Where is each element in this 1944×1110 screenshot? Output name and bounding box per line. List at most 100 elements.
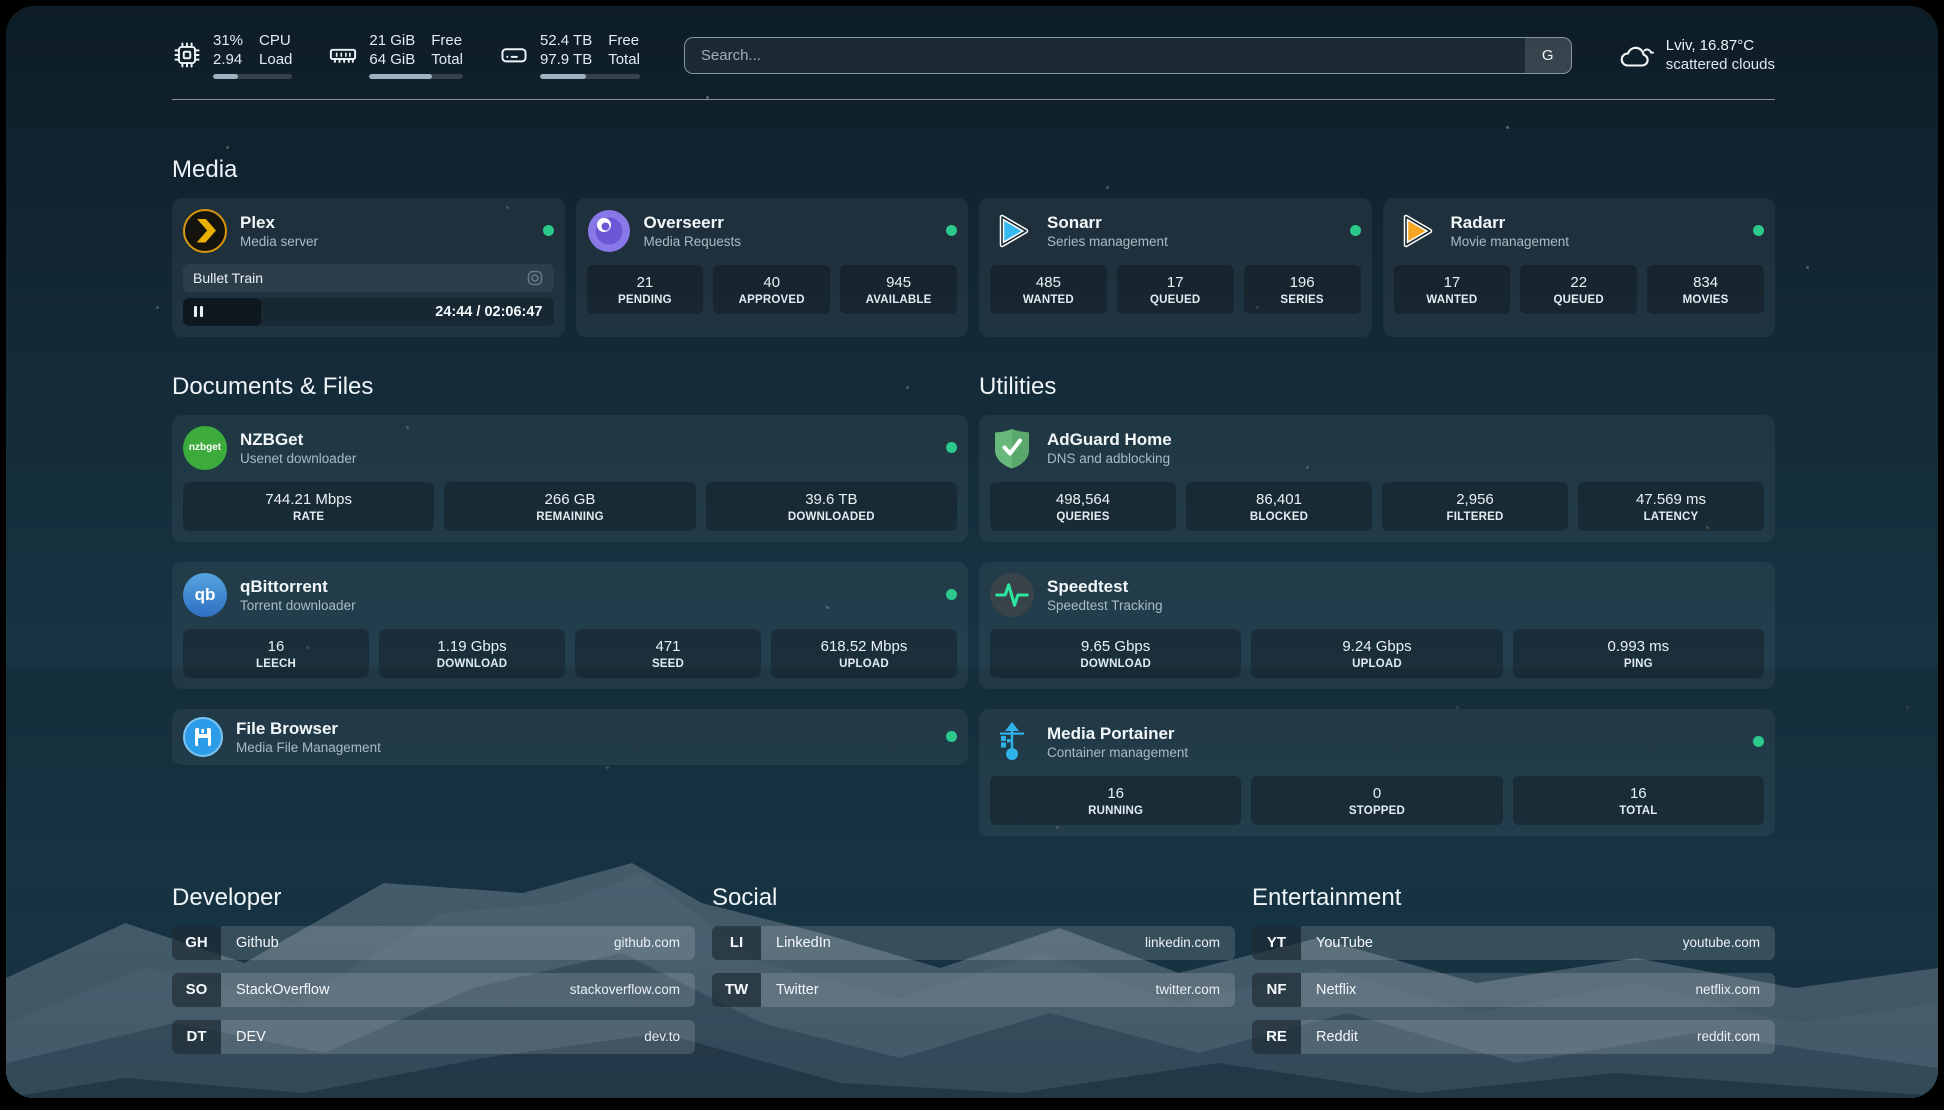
bookmark-abbr: YT [1252, 926, 1301, 960]
radarr-link[interactable]: Radarr Movie management [1394, 209, 1765, 253]
service-name: Media Portainer [1047, 724, 1188, 744]
speedtest-card: Speedtest Speedtest Tracking 9.65 Gbps D… [979, 562, 1775, 689]
adguard-link[interactable]: AdGuard Home DNS and adblocking [990, 426, 1764, 470]
portainer-card: Media Portainer Container management 16 … [979, 709, 1775, 836]
overseerr-card: Overseerr Media Requests 21 PENDING 40 A… [576, 198, 969, 337]
documents-column: Documents & Files nzbget NZBGet Usenet d… [172, 373, 968, 765]
section-title-developer: Developer [172, 884, 695, 912]
sonarr-stats: 485 WANTED 17 QUEUED 196 SERIES [990, 265, 1361, 314]
memory-icon [328, 40, 358, 70]
filebrowser-link[interactable]: File Browser Media File Management [183, 717, 957, 757]
search-input[interactable] [685, 38, 1525, 73]
disk-icon [499, 40, 529, 70]
top-bar: 31% 2.94 CPU Load [172, 32, 1775, 79]
bookmark-github[interactable]: GH Github github.com [172, 926, 695, 960]
stat-block: 945 AVAILABLE [840, 265, 957, 314]
stat-block: 16 LEECH [183, 629, 369, 678]
search-provider-button[interactable]: G [1525, 38, 1571, 73]
utilities-column: Utilities [979, 373, 1775, 836]
qbittorrent-card: qb qBittorrent Torrent downloader 16 [172, 562, 968, 689]
stat-block: 618.52 Mbps UPLOAD [771, 629, 957, 678]
bookmark-abbr: NF [1252, 973, 1301, 1007]
bookmark-name: LinkedIn [761, 935, 831, 951]
header-divider [172, 99, 1775, 100]
playback-progress-bar: 24:44 / 02:06:47 [183, 298, 554, 326]
section-title-social: Social [712, 884, 1235, 912]
stat-block: 22 QUEUED [1520, 265, 1637, 314]
stat-block: 16 RUNNING [990, 776, 1241, 825]
pause-icon[interactable] [194, 306, 203, 317]
service-subtitle: Media File Management [236, 740, 381, 755]
filebrowser-card: File Browser Media File Management [172, 709, 968, 765]
qbittorrent-stats: 16 LEECH 1.19 Gbps DOWNLOAD 471 SEED [183, 629, 957, 678]
stat-block: 471 SEED [575, 629, 761, 678]
plex-card: Plex Media server Bullet Train [172, 198, 565, 337]
nzbget-stats: 744.21 Mbps RATE 266 GB REMAINING 39.6 T… [183, 482, 957, 531]
bookmark-name: YouTube [1301, 935, 1373, 951]
bookmark-url: github.com [614, 935, 695, 950]
service-name: qBittorrent [240, 577, 356, 597]
speedtest-icon [990, 573, 1034, 617]
bookmark-name: Twitter [761, 982, 819, 998]
adguard-stats: 498,564 QUERIES 86,401 BLOCKED 2,956 FIL… [990, 482, 1764, 531]
search-bar: G [684, 37, 1572, 74]
stat-block: 86,401 BLOCKED [1186, 482, 1372, 531]
adguard-shield-icon [990, 426, 1034, 470]
stat-block: 485 WANTED [990, 265, 1107, 314]
bookmark-abbr: RE [1252, 1020, 1301, 1054]
memory-value-free: 21 GiB [369, 32, 415, 51]
disk-label-total: Total [608, 51, 640, 70]
speedtest-stats: 9.65 Gbps DOWNLOAD 9.24 Gbps UPLOAD 0.99… [990, 629, 1764, 678]
stat-block: 9.24 Gbps UPLOAD [1251, 629, 1502, 678]
service-name: Sonarr [1047, 213, 1168, 233]
status-dot [946, 442, 957, 453]
bookmark-abbr: TW [712, 973, 761, 1007]
stat-block: 16 TOTAL [1513, 776, 1764, 825]
bookmark-abbr: DT [172, 1020, 221, 1054]
bookmark-reddit[interactable]: RE Reddit reddit.com [1252, 1020, 1775, 1054]
service-name: File Browser [236, 719, 381, 739]
stat-block: 9.65 Gbps DOWNLOAD [990, 629, 1241, 678]
disk-label-free: Free [608, 32, 640, 51]
disk-value-total: 97.9 TB [540, 51, 592, 70]
video-record-icon [526, 269, 544, 287]
bookmark-youtube[interactable]: YT YouTube youtube.com [1252, 926, 1775, 960]
service-subtitle: Media server [240, 234, 318, 249]
status-dot [1350, 225, 1361, 236]
overseerr-link[interactable]: Overseerr Media Requests [587, 209, 958, 253]
service-subtitle: Container management [1047, 745, 1188, 760]
overseerr-stats: 21 PENDING 40 APPROVED 945 AVAILABLE [587, 265, 958, 314]
bookmark-url: reddit.com [1697, 1029, 1775, 1044]
now-playing-title: Bullet Train [193, 270, 263, 286]
weather-condition: scattered clouds [1666, 55, 1775, 75]
nzbget-link[interactable]: nzbget NZBGet Usenet downloader [183, 426, 957, 470]
plex-link[interactable]: Plex Media server [183, 209, 554, 253]
speedtest-link[interactable]: Speedtest Speedtest Tracking [990, 573, 1764, 617]
bookmark-group-developer: Developer GH Github github.com SO StackO… [172, 884, 695, 1054]
bookmark-linkedin[interactable]: LI LinkedIn linkedin.com [712, 926, 1235, 960]
bookmark-group-social: Social LI LinkedIn linkedin.com TW Twitt… [712, 884, 1235, 1054]
bookmark-twitter[interactable]: TW Twitter twitter.com [712, 973, 1235, 1007]
stat-block: 196 SERIES [1244, 265, 1361, 314]
qbittorrent-link[interactable]: qb qBittorrent Torrent downloader [183, 573, 957, 617]
stat-block: 40 APPROVED [713, 265, 830, 314]
status-dot [1753, 736, 1764, 747]
dashboard-window: 31% 2.94 CPU Load [6, 6, 1938, 1098]
stat-block: 498,564 QUERIES [990, 482, 1176, 531]
portainer-link[interactable]: Media Portainer Container management [990, 720, 1764, 764]
cpu-value-load: 2.94 [213, 51, 243, 70]
sonarr-link[interactable]: Sonarr Series management [990, 209, 1361, 253]
memory-label-total: Total [431, 51, 463, 70]
status-dot [946, 225, 957, 236]
playback-elapsed[interactable] [183, 298, 261, 326]
bookmark-stackoverflow[interactable]: SO StackOverflow stackoverflow.com [172, 973, 695, 1007]
portainer-crane-icon [990, 720, 1034, 764]
overseerr-icon [587, 209, 631, 253]
stat-block: 1.19 Gbps DOWNLOAD [379, 629, 565, 678]
radarr-icon [1394, 209, 1438, 253]
bookmark-url: youtube.com [1683, 935, 1775, 950]
bookmark-netflix[interactable]: NF Netflix netflix.com [1252, 973, 1775, 1007]
now-playing-row: Bullet Train [183, 264, 554, 292]
bookmark-dev[interactable]: DT DEV dev.to [172, 1020, 695, 1054]
cpu-widget: 31% 2.94 CPU Load [172, 32, 292, 79]
